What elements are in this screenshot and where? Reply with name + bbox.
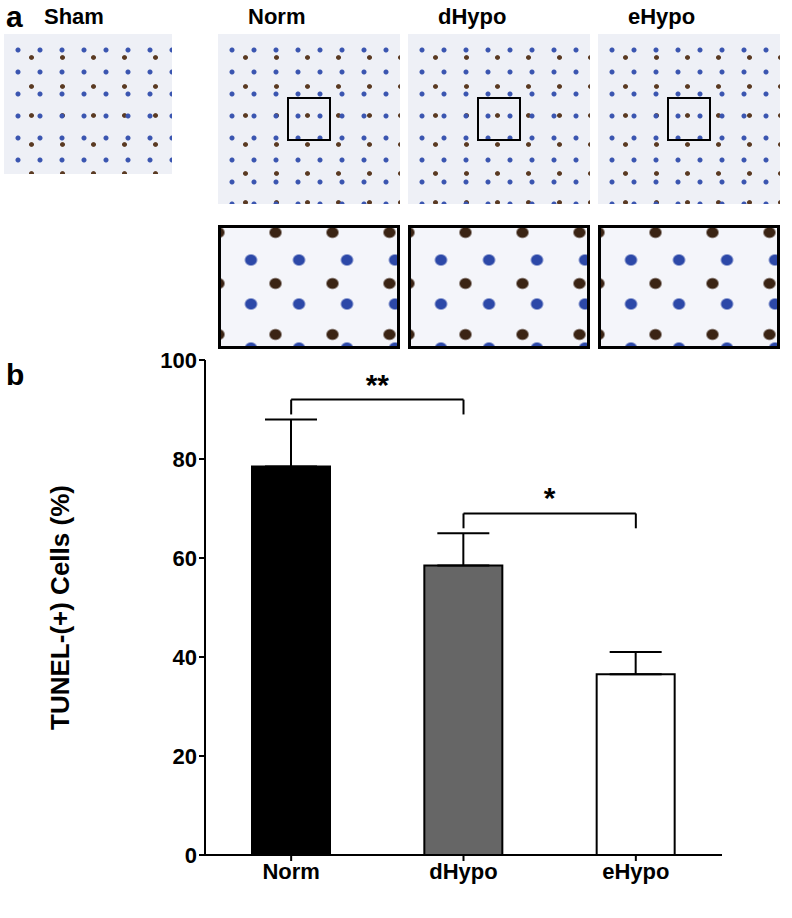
svg-text:dHypo: dHypo [429, 859, 497, 884]
html-text:Sham: Sham [44, 4, 104, 29]
svg-text:Norm: Norm [262, 859, 319, 884]
svg-text:100: 100 [160, 348, 197, 373]
svg-text:*: * [544, 481, 556, 514]
html-text:a: a [6, 0, 23, 33]
svg-text:60: 60 [173, 546, 197, 571]
svg-text:TUNEL-(+) Cells (%): TUNEL-(+) Cells (%) [45, 485, 75, 730]
html-text:b: b [6, 358, 25, 391]
html-text:dHypo: dHypo [438, 4, 507, 29]
svg-text:0: 0 [185, 843, 197, 868]
html-text:eHypo: eHypo [628, 4, 696, 29]
svg-text:**: ** [366, 368, 390, 401]
svg-text:20: 20 [173, 744, 197, 769]
svg-text:40: 40 [173, 645, 197, 670]
svg-text:eHypo: eHypo [602, 859, 669, 884]
html-text:Norm: Norm [248, 4, 306, 29]
svg-text:80: 80 [173, 447, 197, 472]
